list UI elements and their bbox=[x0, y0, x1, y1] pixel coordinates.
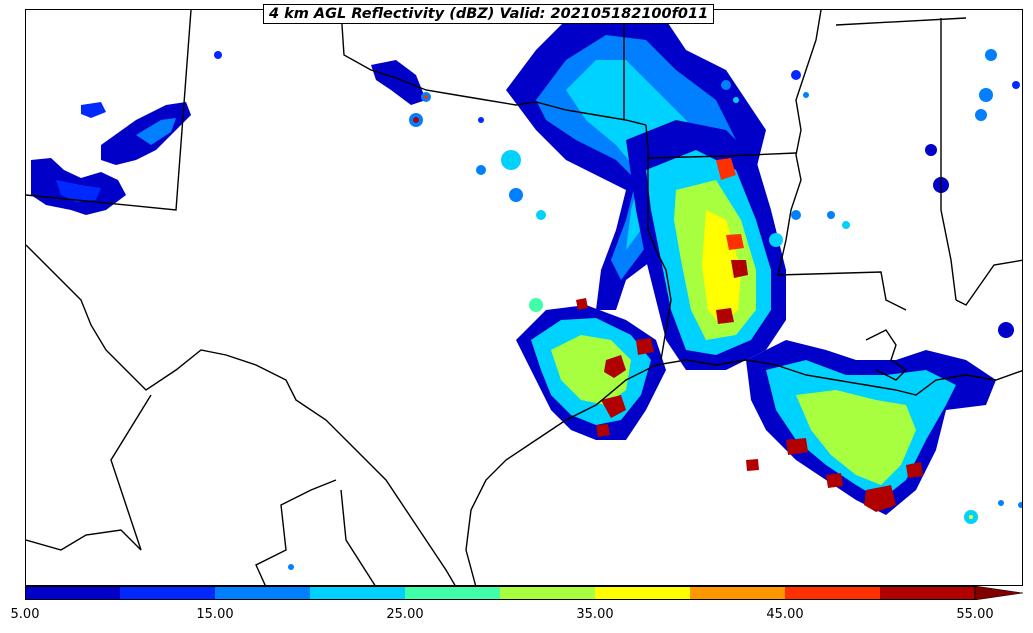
colorbar-tick-label: 45.00 bbox=[766, 607, 804, 622]
echo-setx-core-5 bbox=[596, 424, 610, 437]
panhandle-border bbox=[26, 10, 192, 211]
echo-cell bbox=[925, 144, 937, 156]
map-panel bbox=[25, 9, 1023, 586]
echo-cell bbox=[791, 210, 801, 220]
echo-cell bbox=[969, 515, 973, 519]
echo-cell bbox=[478, 117, 484, 123]
mexico-state-border bbox=[26, 394, 152, 551]
echo-cell bbox=[529, 298, 543, 312]
echo-cell bbox=[536, 210, 546, 220]
mexico-state-border-3 bbox=[340, 489, 376, 585]
colorbar-tick-label: 35.00 bbox=[576, 607, 614, 622]
mississippi-delta bbox=[865, 329, 908, 381]
echo-la-core-3 bbox=[716, 308, 734, 324]
echo-cell bbox=[501, 150, 521, 170]
echo-cell bbox=[791, 70, 801, 80]
echo-la-core-1 bbox=[716, 158, 736, 180]
colorbar bbox=[25, 586, 1023, 600]
echo-cell bbox=[1018, 502, 1022, 508]
colorbar-tick-label: 55.00 bbox=[956, 607, 994, 622]
map-title: 4 km AGL Reflectivity (dBZ) Valid: 20210… bbox=[263, 4, 715, 24]
echo-gulf-core-3 bbox=[826, 473, 843, 488]
echo-gulf-core-1 bbox=[864, 485, 896, 512]
echo-cell bbox=[476, 165, 486, 175]
echo-la-core-4 bbox=[726, 234, 744, 250]
colorbar-bin bbox=[405, 586, 501, 600]
colorbar-bin bbox=[500, 586, 596, 600]
echo-cell bbox=[803, 92, 809, 98]
echo-cell bbox=[1012, 81, 1020, 89]
colorbar-extend-arrow bbox=[974, 586, 1023, 600]
ms-tn-border bbox=[835, 17, 967, 26]
colorbar-tick-label: 25.00 bbox=[386, 607, 424, 622]
echo-cell bbox=[975, 109, 987, 121]
reflectivity-field bbox=[31, 10, 1022, 570]
mexico-state-border-2 bbox=[255, 479, 337, 585]
echo-gulf-core-5 bbox=[746, 459, 759, 471]
colorbar-bin bbox=[310, 586, 406, 600]
echo-nw-small bbox=[81, 102, 106, 118]
echo-setx-core-2 bbox=[601, 395, 626, 418]
rio-grande bbox=[26, 244, 456, 585]
tx-la-border bbox=[645, 124, 672, 361]
ms-la-border bbox=[777, 271, 907, 311]
echo-cell bbox=[733, 97, 739, 103]
gulf-coastline bbox=[465, 359, 1022, 585]
echo-gulf-core-2 bbox=[786, 438, 808, 455]
echo-cell bbox=[827, 211, 835, 219]
echo-north-band bbox=[371, 60, 426, 105]
echo-cell bbox=[985, 49, 997, 61]
colorbar-bin bbox=[120, 586, 216, 600]
echo-cell bbox=[769, 233, 783, 247]
echo-setx-core-1 bbox=[604, 355, 626, 378]
al-fl-border bbox=[955, 259, 1022, 306]
colorbar-tick-label: 5.00 bbox=[10, 607, 40, 622]
colorbar-bins bbox=[25, 586, 1023, 600]
reflectivity-map bbox=[26, 10, 1022, 585]
colorbar-bin bbox=[880, 586, 976, 600]
echo-gulf-core-4 bbox=[906, 462, 923, 478]
colorbar-tick-label: 15.00 bbox=[196, 607, 234, 622]
echo-cell bbox=[413, 117, 419, 123]
echo-cell bbox=[288, 564, 294, 570]
echo-cell bbox=[214, 51, 222, 59]
colorbar-bin bbox=[25, 586, 121, 600]
echo-la-core-2 bbox=[731, 260, 748, 278]
echo-setx-core-3 bbox=[636, 338, 654, 355]
colorbar-bin bbox=[785, 586, 881, 600]
ok-tx-border bbox=[340, 10, 647, 126]
mississippi-river bbox=[777, 10, 822, 276]
echo-cell bbox=[424, 95, 428, 99]
echo-cell bbox=[509, 188, 523, 202]
political-boundaries bbox=[26, 10, 1022, 585]
echo-setx-cluster-3 bbox=[551, 335, 631, 405]
echo-setx-core-4 bbox=[576, 298, 588, 310]
colorbar-bin bbox=[595, 586, 691, 600]
echo-cell bbox=[721, 80, 731, 90]
echo-panhandle-west-inner bbox=[56, 180, 101, 202]
echo-gulf-east-3 bbox=[796, 390, 916, 485]
echo-cell bbox=[979, 88, 993, 102]
colorbar-bin bbox=[690, 586, 786, 600]
echo-cell bbox=[998, 322, 1014, 338]
ms-al-border bbox=[940, 18, 957, 301]
colorbar-bin bbox=[215, 586, 311, 600]
ar-la-border bbox=[647, 152, 797, 159]
echo-panhandle-north-inner bbox=[136, 118, 176, 145]
colorbar-outline bbox=[25, 586, 976, 600]
echo-cell bbox=[998, 500, 1004, 506]
echo-cell bbox=[842, 221, 850, 229]
